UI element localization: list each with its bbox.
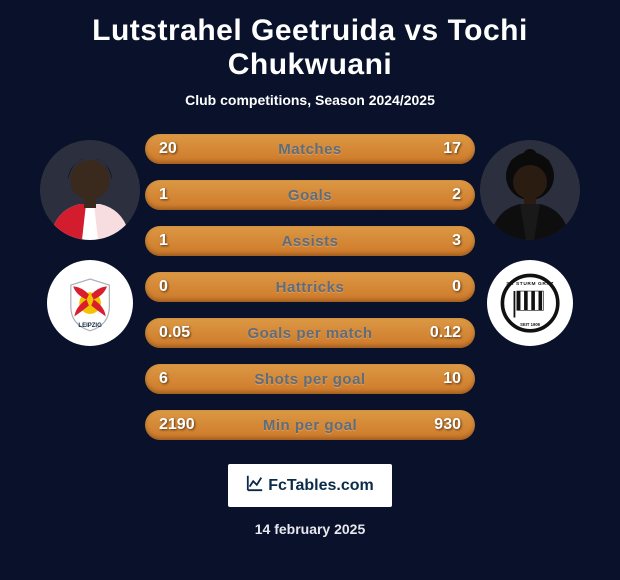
stat-row-goals-per-match: 0.05 Goals per match 0.12 [145,318,475,348]
chart-icon [246,474,264,497]
left-side: LEIPZIG [35,132,145,346]
stat-label: Goals [288,187,332,204]
footer-logo-text: FcTables.com [268,477,374,495]
stat-label: Goals per match [247,325,372,342]
right-club-badge-svg: SK STURM GRAZ SEIT 1909 [500,273,560,333]
footer: FcTables.com 14 february 2025 [0,464,620,537]
page-title: Lutstrahel Geetruida vs Tochi Chukwuani [0,8,620,92]
stat-label: Shots per goal [254,371,365,388]
stat-right-value: 0.12 [430,324,461,342]
stat-left-value: 1 [159,186,168,204]
stat-left-value: 20 [159,140,177,158]
left-club-badge-svg: LEIPZIG [60,273,120,333]
content-row: LEIPZIG 20 Matches 17 1 Goals 2 1 Assist… [0,132,620,442]
stat-label: Matches [278,141,342,158]
left-player-avatar-svg [40,140,140,240]
stat-label: Assists [282,233,339,250]
left-club-badge: LEIPZIG [47,260,133,346]
stat-left-value: 2190 [159,416,195,434]
stat-bars: 20 Matches 17 1 Goals 2 1 Assists 3 0 Ha… [145,132,475,442]
stat-right-value: 930 [434,416,461,434]
page-root: Lutstrahel Geetruida vs Tochi Chukwuani … [0,0,620,580]
page-subtitle: Club competitions, Season 2024/2025 [185,92,435,108]
left-player-avatar [40,140,140,240]
stat-right-value: 3 [452,232,461,250]
stat-label: Hattricks [276,279,345,296]
stat-row-goals: 1 Goals 2 [145,180,475,210]
svg-text:LEIPZIG: LEIPZIG [78,323,102,329]
right-side: SK STURM GRAZ SEIT 1909 [475,132,585,346]
stat-left-value: 0.05 [159,324,190,342]
right-club-badge: SK STURM GRAZ SEIT 1909 [487,260,573,346]
right-player-avatar-svg [480,140,580,240]
right-player-avatar [480,140,580,240]
stat-right-value: 2 [452,186,461,204]
stat-row-min-per-goal: 2190 Min per goal 930 [145,410,475,440]
stat-left-value: 6 [159,370,168,388]
footer-logo[interactable]: FcTables.com [228,464,392,507]
stat-row-assists: 1 Assists 3 [145,226,475,256]
stat-right-value: 10 [443,370,461,388]
chart-icon-svg [246,474,264,492]
stat-left-value: 1 [159,232,168,250]
svg-text:SK STURM GRAZ: SK STURM GRAZ [506,281,554,287]
stat-label: Min per goal [263,417,357,434]
date-text: 14 february 2025 [255,521,366,537]
svg-text:SEIT 1909: SEIT 1909 [520,322,541,327]
stat-right-value: 17 [443,140,461,158]
stat-row-hattricks: 0 Hattricks 0 [145,272,475,302]
stat-right-value: 0 [452,278,461,296]
stat-row-matches: 20 Matches 17 [145,134,475,164]
stat-left-value: 0 [159,278,168,296]
stat-row-shots-per-goal: 6 Shots per goal 10 [145,364,475,394]
